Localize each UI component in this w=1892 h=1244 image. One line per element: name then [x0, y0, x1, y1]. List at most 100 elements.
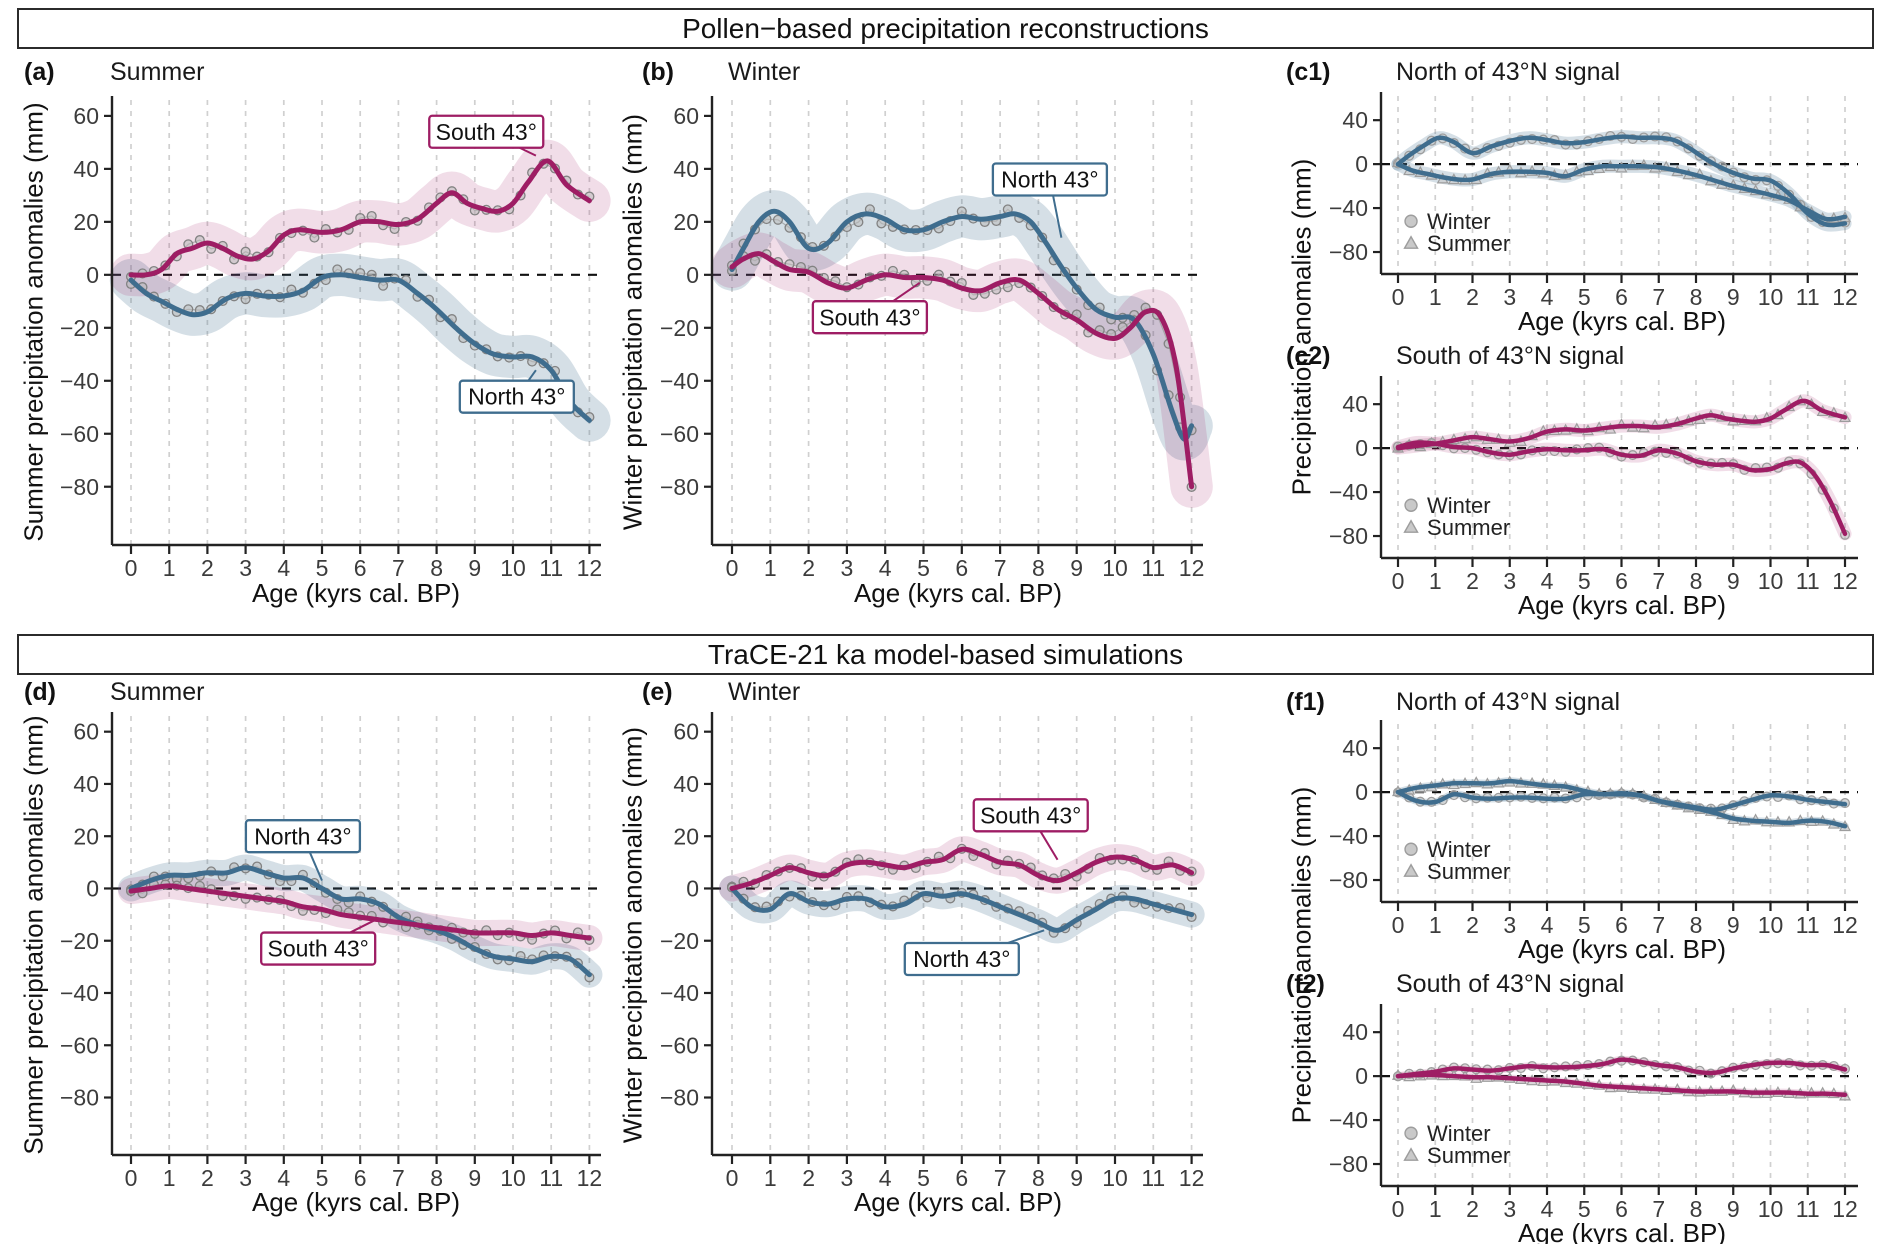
summer-legend-icon	[1403, 235, 1419, 249]
svg-text:10: 10	[500, 1165, 526, 1191]
svg-text:10: 10	[1758, 912, 1784, 938]
svg-text:9: 9	[1070, 1165, 1083, 1191]
panel-e-tag: (e)	[642, 678, 673, 706]
svg-text:Winter: Winter	[1427, 209, 1491, 234]
svg-text:−40: −40	[660, 368, 699, 394]
panel-d-xlabel: Age (kyrs cal. BP)	[251, 1187, 461, 1217]
svg-text:6: 6	[955, 555, 968, 581]
line-f1-Summer	[1395, 778, 1848, 829]
svg-text:4: 4	[1541, 912, 1554, 938]
panel-b-ylabel: Winter precipitation anomalies (mm)	[617, 113, 648, 531]
top-banner-title: Pollen−based precipitation reconstructio…	[682, 12, 1209, 44]
svg-text:6: 6	[955, 1165, 968, 1191]
svg-text:Summer: Summer	[1427, 231, 1510, 256]
line-a-South 43°	[128, 158, 592, 278]
svg-text:Winter: Winter	[1427, 1121, 1491, 1146]
svg-text:2: 2	[1466, 568, 1479, 594]
svg-text:−20: −20	[60, 928, 99, 954]
svg-text:−20: −20	[660, 315, 699, 341]
svg-text:−80: −80	[660, 1085, 699, 1111]
svg-text:Summer: Summer	[1427, 1143, 1510, 1168]
winter-legend-icon	[1404, 1126, 1418, 1140]
svg-text:0: 0	[1355, 779, 1368, 805]
svg-text:−40: −40	[1329, 1107, 1368, 1133]
annotation-b-South 43°: South 43°	[811, 281, 929, 335]
svg-text:3: 3	[239, 1165, 252, 1191]
svg-text:6: 6	[354, 555, 367, 581]
svg-text:0: 0	[1355, 151, 1368, 177]
svg-text:11: 11	[1141, 1165, 1165, 1191]
svg-text:0: 0	[1392, 568, 1405, 594]
line-e-South 43°	[729, 846, 1195, 891]
svg-text:−40: −40	[1329, 479, 1368, 505]
svg-text:−80: −80	[1329, 867, 1368, 893]
panel-e-ylabel: Winter precipitation anomalies (mm)	[617, 726, 648, 1144]
line-b-North 43°	[729, 208, 1195, 442]
svg-text:8: 8	[1690, 912, 1703, 938]
svg-text:10: 10	[1758, 1196, 1784, 1222]
annotation-e-South 43°: South 43°	[972, 798, 1089, 861]
svg-text:5: 5	[316, 1165, 329, 1191]
summer-legend-icon	[1403, 1147, 1419, 1161]
line-c1-Winter	[1395, 134, 1848, 228]
svg-text:4: 4	[1541, 568, 1554, 594]
panel-e-xlabel: Age (kyrs cal. BP)	[853, 1187, 1063, 1217]
svg-text:1: 1	[163, 555, 176, 581]
svg-text:6: 6	[1615, 284, 1628, 310]
svg-text:10: 10	[1758, 284, 1784, 310]
svg-text:60: 60	[73, 103, 99, 129]
panel-f2-tag: (f2)	[1286, 970, 1325, 998]
svg-text:20: 20	[73, 209, 99, 235]
svg-text:4: 4	[1541, 284, 1554, 310]
svg-text:2: 2	[201, 555, 214, 581]
svg-text:40: 40	[1342, 107, 1368, 133]
panel-b-title: Winter	[728, 58, 801, 86]
top-banner: Pollen−based precipitation reconstructio…	[17, 8, 1874, 49]
svg-text:7: 7	[1652, 568, 1665, 594]
svg-text:2: 2	[1466, 284, 1479, 310]
svg-text:North 43°: North 43°	[468, 384, 565, 410]
svg-text:0: 0	[686, 876, 699, 902]
svg-text:−40: −40	[1329, 195, 1368, 221]
svg-text:Winter: Winter	[1427, 837, 1491, 862]
svg-text:3: 3	[841, 555, 854, 581]
svg-text:North 43°: North 43°	[254, 823, 351, 849]
panel-f1-title: North of 43°N signal	[1396, 688, 1620, 716]
svg-text:−60: −60	[60, 1032, 99, 1058]
svg-text:Summer: Summer	[1427, 859, 1510, 884]
svg-text:8: 8	[430, 555, 443, 581]
svg-text:−80: −80	[1329, 523, 1368, 549]
svg-text:5: 5	[1578, 912, 1591, 938]
svg-text:7: 7	[994, 555, 1007, 581]
svg-text:9: 9	[1727, 284, 1740, 310]
panel-a-xlabel: Age (kyrs cal. BP)	[251, 578, 461, 608]
annotation-a-South 43°: South 43°	[428, 114, 545, 157]
panel-d-ylabel: Summer precipitation anomalies (mm)	[18, 715, 49, 1155]
annotation-b-North 43°: North 43°	[991, 162, 1109, 238]
svg-text:7: 7	[392, 1165, 405, 1191]
svg-text:11: 11	[1796, 912, 1820, 938]
svg-text:5: 5	[1578, 284, 1591, 310]
svg-text:60: 60	[673, 103, 699, 129]
svg-text:9: 9	[468, 555, 481, 581]
svg-text:9: 9	[1727, 568, 1740, 594]
svg-text:2: 2	[802, 555, 815, 581]
svg-text:20: 20	[73, 823, 99, 849]
panel-a-ylabel: Summer precipitation anomalies (mm)	[18, 102, 49, 542]
panel-c2-tag: (c2)	[1286, 342, 1331, 370]
svg-text:40: 40	[73, 156, 99, 182]
svg-text:60: 60	[673, 719, 699, 745]
svg-text:0: 0	[86, 262, 99, 288]
svg-text:10: 10	[500, 555, 526, 581]
svg-text:−60: −60	[660, 1032, 699, 1058]
svg-text:6: 6	[354, 1165, 367, 1191]
svg-text:−80: −80	[1329, 1151, 1368, 1177]
svg-text:South 43°: South 43°	[819, 304, 920, 330]
svg-text:1: 1	[764, 555, 777, 581]
annotation-d-South 43°: South 43°	[260, 918, 377, 966]
svg-text:6: 6	[1615, 912, 1628, 938]
